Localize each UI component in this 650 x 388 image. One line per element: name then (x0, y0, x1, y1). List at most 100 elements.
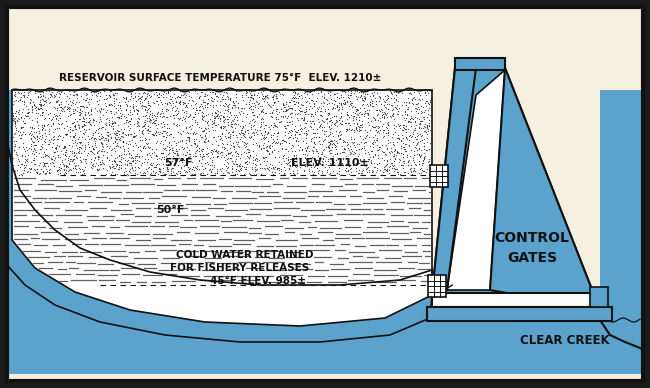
Point (212, 98, 222, 104)
Point (210, 90, 220, 96)
Point (257, 103, 267, 109)
Point (107, 91, 118, 97)
Point (244, 152, 255, 158)
Point (270, 116, 281, 122)
Point (384, 101, 394, 107)
Point (274, 89, 284, 95)
Point (263, 101, 273, 107)
Point (74, 134, 85, 140)
Point (105, 107, 115, 114)
Point (370, 124, 380, 130)
Point (21, 103, 31, 109)
Point (407, 87, 417, 94)
Point (270, 99, 280, 105)
Point (21, 144, 32, 150)
Point (416, 147, 426, 154)
Point (86, 108, 96, 114)
Point (359, 143, 369, 149)
Point (268, 120, 279, 126)
Point (231, 90, 241, 97)
Point (246, 88, 257, 94)
Point (322, 97, 332, 103)
Point (357, 168, 367, 174)
Point (90, 136, 101, 142)
Point (230, 104, 240, 110)
Point (360, 147, 370, 153)
Point (419, 142, 430, 149)
Point (10, 119, 20, 125)
Point (276, 145, 287, 151)
Point (183, 135, 194, 141)
Point (330, 97, 341, 104)
Point (155, 97, 165, 103)
Point (162, 168, 173, 174)
Point (383, 106, 393, 113)
Point (128, 95, 138, 101)
Point (54, 142, 64, 149)
Point (406, 169, 416, 175)
Point (391, 96, 401, 102)
Point (202, 150, 213, 156)
Point (198, 117, 208, 123)
Point (62, 93, 72, 99)
Point (155, 166, 166, 172)
Point (21, 158, 32, 164)
Point (142, 100, 153, 106)
Point (96, 140, 106, 146)
Point (404, 166, 415, 173)
Point (218, 123, 228, 129)
Point (166, 144, 177, 151)
Point (287, 95, 297, 101)
Point (16, 171, 26, 178)
Point (139, 143, 150, 149)
Point (52, 152, 62, 158)
Point (87, 143, 98, 149)
Point (224, 133, 235, 140)
Point (369, 116, 380, 123)
Point (29, 87, 40, 94)
Point (303, 144, 313, 150)
Point (343, 103, 354, 109)
Point (246, 122, 256, 128)
Point (408, 155, 419, 161)
Point (389, 116, 399, 123)
Point (403, 158, 413, 165)
Point (142, 108, 152, 114)
Point (90, 163, 101, 170)
Point (333, 135, 344, 142)
Point (215, 150, 226, 156)
Point (56, 100, 66, 107)
Point (68, 120, 78, 126)
Point (7, 134, 18, 140)
Point (34, 162, 44, 168)
Point (341, 168, 351, 174)
Point (415, 152, 426, 159)
Point (311, 146, 321, 152)
Point (238, 130, 248, 136)
Point (374, 92, 384, 99)
Point (349, 90, 359, 96)
Point (114, 164, 124, 170)
Point (70, 130, 80, 136)
Point (290, 90, 300, 96)
Point (163, 144, 174, 150)
Point (39, 160, 49, 166)
Point (91, 118, 101, 124)
Point (343, 145, 354, 151)
Point (315, 88, 326, 95)
Point (421, 88, 432, 94)
Point (38, 169, 48, 175)
Point (421, 121, 431, 128)
Point (177, 172, 188, 178)
Point (7, 162, 18, 168)
Point (129, 93, 140, 99)
Point (52, 142, 62, 148)
Point (229, 146, 240, 152)
Point (49, 126, 60, 132)
Point (315, 121, 325, 128)
Text: 45°F ELEV. 985±: 45°F ELEV. 985± (210, 276, 306, 286)
Point (57, 137, 68, 143)
Point (160, 137, 170, 143)
Point (314, 138, 324, 144)
Point (184, 89, 194, 95)
